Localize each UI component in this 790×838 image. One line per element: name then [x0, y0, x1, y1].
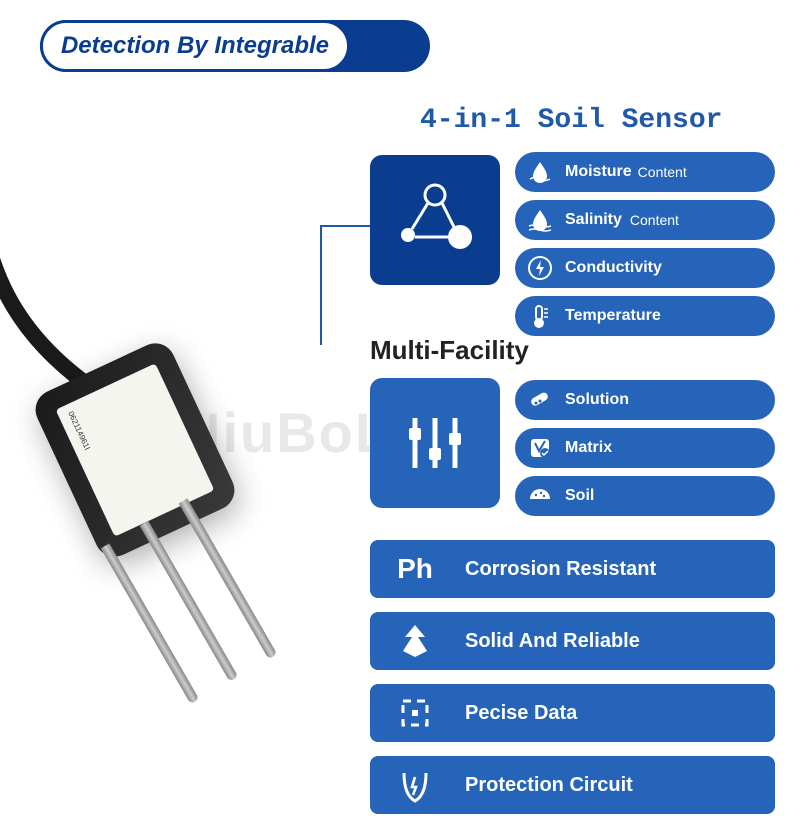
pill-label: Soil [565, 487, 594, 505]
salinity-icon [525, 205, 555, 235]
pill-label: Matrix [565, 439, 612, 457]
pill-salinity: Salinity Content [515, 200, 775, 240]
sensor-pill-group: Moisture Content Salinity Content Conduc… [515, 152, 775, 344]
header-pill: Detection By Integrable [40, 20, 430, 72]
conductivity-icon [525, 253, 555, 283]
protection-icon [390, 765, 440, 805]
feature-label: Protection Circuit [465, 774, 633, 797]
pill-solution: Solution [515, 380, 775, 420]
solution-icon [525, 385, 555, 415]
feature-precise: Pecise Data [370, 684, 775, 742]
feature-protection: Protection Circuit [370, 756, 775, 814]
probe [140, 521, 239, 682]
feature-bars: Ph Corrosion Resistant Solid And Reliabl… [370, 540, 775, 828]
solid-icon [390, 621, 440, 661]
matrix-icon [525, 433, 555, 463]
temperature-icon [525, 301, 555, 331]
sensor-group-icon-box [370, 155, 500, 285]
pill-moisture: Moisture Content [515, 152, 775, 192]
pill-label: Solution [565, 391, 629, 409]
pill-label: Moisture [565, 163, 632, 181]
sliders-icon [395, 403, 475, 483]
probe [179, 498, 278, 659]
pill-matrix: Matrix [515, 428, 775, 468]
header-title: Detection By Integrable [61, 32, 329, 60]
pill-temperature: Temperature [515, 296, 775, 336]
probe [101, 543, 200, 704]
multi-facility-icon-box [370, 378, 500, 508]
pill-label: Temperature [565, 307, 661, 325]
multi-facility-title: Multi-Facility [370, 335, 529, 366]
facility-pill-group: Solution Matrix Soil [515, 380, 775, 524]
pill-conductivity: Conductivity [515, 248, 775, 288]
barcode-text: 062114961I [66, 410, 92, 452]
moisture-icon [525, 157, 555, 187]
connector-line [320, 225, 370, 227]
network-icon [390, 175, 480, 265]
pill-sublabel: Content [638, 164, 687, 180]
feature-label: Solid And Reliable [465, 630, 640, 653]
pill-soil: Soil [515, 476, 775, 516]
subtitle: 4-in-1 Soil Sensor [420, 105, 722, 136]
feature-label: Pecise Data [465, 702, 577, 725]
pill-label: Salinity [565, 211, 622, 229]
soil-icon [525, 481, 555, 511]
pill-label: Conductivity [565, 259, 662, 277]
feature-corrosion: Ph Corrosion Resistant [370, 540, 775, 598]
connector-line [320, 225, 322, 345]
feature-label: Corrosion Resistant [465, 558, 656, 581]
pill-sublabel: Content [630, 212, 679, 228]
product-image: 062114961I [0, 130, 340, 730]
feature-solid: Solid And Reliable [370, 612, 775, 670]
precise-icon [390, 693, 440, 733]
header-pill-inner: Detection By Integrable [40, 20, 350, 72]
ph-icon: Ph [390, 549, 440, 589]
